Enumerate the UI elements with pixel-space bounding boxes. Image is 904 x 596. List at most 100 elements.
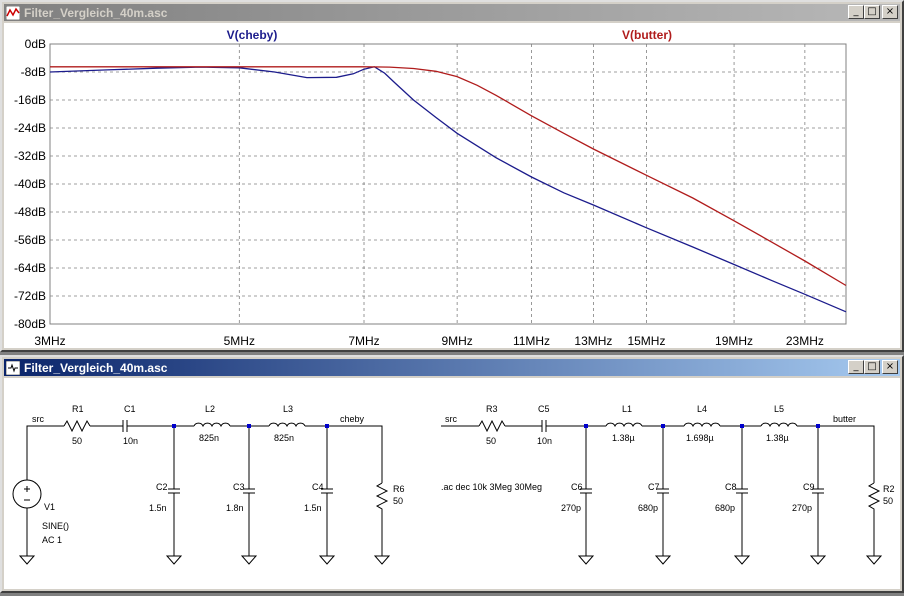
capacitor-c3[interactable] — [243, 426, 255, 556]
component-name-c2: C2 — [156, 482, 168, 492]
inductor-l2[interactable] — [193, 422, 231, 428]
x-tick-label: 13MHz — [574, 334, 612, 348]
component-name-r2: R2 — [883, 484, 895, 494]
component-name-v1: V1 — [44, 502, 55, 512]
waveform-chart[interactable]: 0dB -8dB -16dB -24dB -32dB -40dB -48dB -56dB -64… — [4, 23, 904, 352]
resistor-r2[interactable] — [867, 482, 881, 556]
capacitor-c5[interactable] — [541, 420, 547, 432]
component-value-r2: 50 — [883, 496, 893, 506]
capacitor-c2[interactable] — [168, 426, 180, 556]
inductor-l4[interactable] — [683, 422, 721, 428]
y-tick-label: -72dB — [14, 289, 46, 303]
plot-window[interactable]: Filter_Vergleich_40m.asc _ □ × 0dB -8dB -1… — [0, 0, 904, 352]
component-value-c1: 10n — [123, 436, 138, 446]
component-name-c4: C4 — [312, 482, 324, 492]
y-tick-label: -8dB — [21, 65, 46, 79]
component-name-r1: R1 — [72, 404, 84, 414]
capacitor-c4[interactable] — [321, 426, 333, 556]
minimize-button[interactable]: _ — [848, 360, 864, 374]
schematic-app-icon — [6, 360, 20, 375]
schematic-titlebar[interactable]: Filter_Vergleich_40m.asc _ □ × — [4, 359, 900, 376]
net-label-butter: butter — [833, 414, 856, 424]
component-value-r1: 50 — [72, 436, 82, 446]
y-tick-label: -56dB — [14, 233, 46, 247]
net-label-src: src — [32, 414, 44, 424]
component-value-r3: 50 — [486, 436, 496, 446]
component-name-c1: C1 — [124, 404, 136, 414]
y-tick-label: -40dB — [14, 177, 46, 191]
x-tick-label: 19MHz — [715, 334, 753, 348]
capacitor-c9[interactable] — [812, 426, 824, 556]
component-name-l4: L4 — [697, 404, 707, 414]
component-name-c9: C9 — [803, 482, 815, 492]
capacitor-c7[interactable] — [657, 426, 669, 556]
spice-directive[interactable]: .ac dec 10k 3Meg 30Meg — [441, 482, 542, 492]
inductor-l5[interactable] — [760, 422, 798, 428]
y-tick-label: -64dB — [14, 261, 46, 275]
component-value-l5: 1.38µ — [766, 433, 789, 443]
minimize-button[interactable]: _ — [848, 5, 864, 19]
component-name-c5: C5 — [538, 404, 550, 414]
capacitor-c6[interactable] — [580, 426, 592, 556]
capacitor-c1[interactable] — [122, 420, 128, 432]
component-value-c5: 10n — [537, 436, 552, 446]
close-button[interactable]: × — [882, 5, 898, 19]
component-value-r6: 50 — [393, 496, 403, 506]
maximize-button[interactable]: □ — [864, 360, 880, 374]
y-tick-label: 0dB — [25, 37, 46, 51]
x-tick-label: 7MHz — [348, 334, 379, 348]
component-value-c4: 1.5n — [304, 503, 322, 513]
y-tick-label: -48dB — [14, 205, 46, 219]
series-line-butter[interactable] — [50, 66, 847, 287]
schematic-canvas[interactable]: src R1 50 C1 10n L2 825n L3 825n cheby C… — [4, 378, 900, 589]
component-value-c2: 1.5n — [149, 503, 167, 513]
plot-area[interactable]: 0dB -8dB -16dB -24dB -32dB -40dB -48dB -56dB -64… — [4, 23, 900, 348]
source-ac-v1: AC 1 — [42, 535, 62, 545]
waveform-app-icon — [6, 5, 20, 20]
series-line-cheby[interactable] — [49, 66, 847, 313]
component-name-l2: L2 — [205, 404, 215, 414]
schematic-window-title: Filter_Vergleich_40m.asc — [24, 360, 168, 375]
component-value-l1: 1.38µ — [612, 433, 635, 443]
component-name-l1: L1 — [622, 404, 632, 414]
capacitor-c8[interactable] — [736, 426, 748, 556]
resistor-r6[interactable] — [375, 482, 389, 556]
component-value-l3: 825n — [274, 433, 294, 443]
component-value-c9: 270p — [792, 503, 812, 513]
inductor-l3[interactable] — [268, 422, 306, 428]
component-value-c3: 1.8n — [226, 503, 244, 513]
y-tick-label: -32dB — [14, 149, 46, 163]
component-value-c8: 680p — [715, 503, 735, 513]
close-button[interactable]: × — [882, 360, 898, 374]
plot-titlebar[interactable]: Filter_Vergleich_40m.asc _ □ × — [4, 4, 900, 21]
component-value-c6: 270p — [561, 503, 581, 513]
component-value-l4: 1.698µ — [686, 433, 714, 443]
x-tick-label: 15MHz — [627, 334, 665, 348]
resistor-r1[interactable] — [63, 419, 91, 433]
component-name-l3: L3 — [283, 404, 293, 414]
plot-window-title: Filter_Vergleich_40m.asc — [24, 5, 168, 20]
x-tick-label: 11MHz — [513, 334, 550, 348]
x-tick-label: 23MHz — [786, 334, 824, 348]
schematic-drawing[interactable]: src R1 50 C1 10n L2 825n L3 825n cheby C… — [4, 378, 904, 591]
component-value-c7: 680p — [638, 503, 658, 513]
component-name-l5: L5 — [774, 404, 784, 414]
net-label-src: src — [445, 414, 457, 424]
component-name-r3: R3 — [486, 404, 498, 414]
trace-label-butter[interactable]: V(butter) — [622, 28, 672, 42]
junction-dots — [172, 424, 820, 428]
inductor-l1[interactable] — [605, 422, 643, 428]
component-name-c6: C6 — [571, 482, 583, 492]
voltage-source-v1[interactable] — [12, 479, 42, 509]
net-label-cheby: cheby — [340, 414, 365, 424]
source-function-v1: SINE() — [42, 521, 69, 531]
y-tick-label: -80dB — [14, 317, 46, 331]
component-value-l2: 825n — [199, 433, 219, 443]
schematic-window[interactable]: Filter_Vergleich_40m.asc _ □ × — [0, 355, 904, 593]
trace-label-cheby[interactable]: V(cheby) — [227, 28, 278, 42]
maximize-button[interactable]: □ — [864, 5, 880, 19]
resistor-r3[interactable] — [478, 419, 506, 433]
y-tick-label: -24dB — [14, 121, 46, 135]
y-tick-label: -16dB — [14, 93, 46, 107]
component-name-c8: C8 — [725, 482, 737, 492]
